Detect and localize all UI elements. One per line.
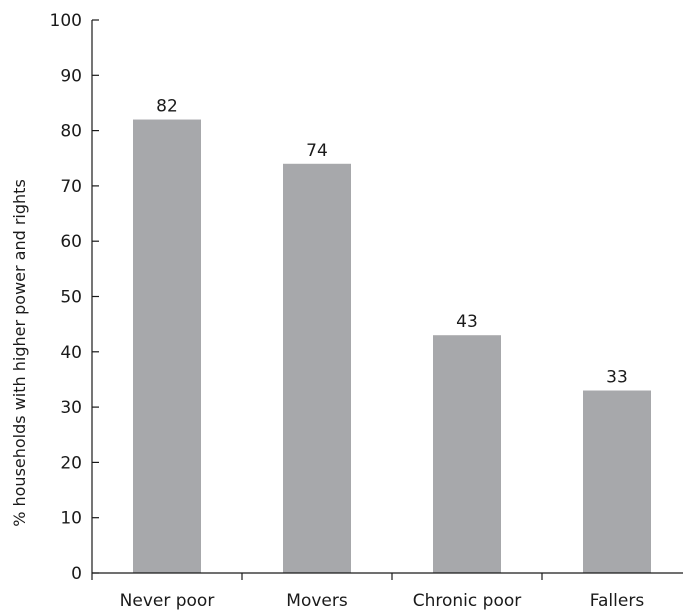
y-tick-label: 60: [60, 232, 82, 252]
y-tick-label: 100: [50, 11, 82, 31]
y-tick-label: 70: [60, 177, 82, 197]
bar-never-poor: [133, 119, 201, 573]
x-category-label: Movers: [286, 591, 348, 611]
y-axis: 0 10 20 30 40 50 60 70 80 90 100: [50, 11, 99, 584]
y-tick-label: 40: [60, 343, 82, 363]
y-tick-label: 20: [60, 453, 82, 473]
bar-chronic-poor: [433, 335, 501, 573]
y-tick-label: 50: [60, 288, 82, 308]
x-category-label: Chronic poor: [413, 591, 522, 611]
y-tick-label: 80: [60, 122, 82, 142]
data-label: 82: [156, 97, 178, 117]
bars-group: [133, 119, 651, 573]
y-tick-label: 30: [60, 398, 82, 418]
y-tick-label: 90: [60, 66, 82, 86]
y-tick-label: 0: [71, 564, 82, 584]
bar-fallers: [583, 390, 651, 573]
data-label: 74: [306, 141, 328, 161]
data-label: 43: [456, 312, 478, 332]
data-label: 33: [606, 368, 628, 388]
x-axis: Never poor Movers Chronic poor Fallers: [91, 572, 683, 611]
bar-movers: [283, 163, 351, 573]
x-category-label: Fallers: [590, 591, 645, 611]
x-category-label: Never poor: [120, 591, 215, 611]
y-tick-label: 10: [60, 509, 82, 529]
data-labels-group: 82 74 43 33: [156, 97, 628, 388]
y-axis-title: % households with higher power and right…: [10, 179, 29, 527]
